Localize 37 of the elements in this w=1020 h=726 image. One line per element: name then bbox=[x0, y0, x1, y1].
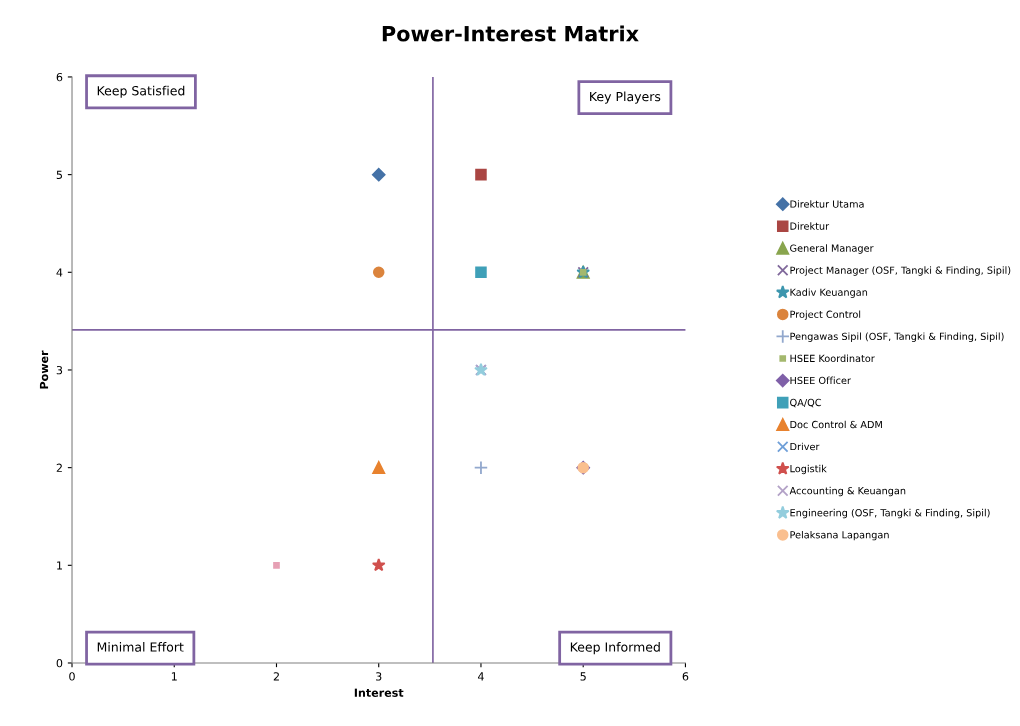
legend-label: Pelaksana Lapangan bbox=[790, 530, 889, 541]
legend-label: Kadiv Keuangan bbox=[790, 288, 868, 298]
annotation: Keep Informed bbox=[570, 642, 660, 655]
y-tick-label: 5 bbox=[56, 170, 63, 180]
legend-label: Project Control bbox=[790, 310, 861, 320]
legend-label: Direktur Utama bbox=[790, 200, 864, 208]
legend-label: Pengawas Sipil (OSF, Tangki & Finding, Sipil) bbox=[790, 332, 1004, 342]
legend-label: HSEE Koordinator bbox=[790, 354, 875, 363]
legend-label: Logistik bbox=[790, 464, 827, 475]
y-tick-label: 0 bbox=[56, 658, 63, 668]
annotation: Minimal Effort bbox=[97, 642, 184, 652]
legend-label: Project Manager (OSF, Tangki & Finding, Sipil) bbox=[790, 266, 1011, 276]
x-tick-label: 1 bbox=[171, 672, 177, 681]
x-tick-label: 0 bbox=[69, 672, 75, 681]
legend-label: QA/QC bbox=[790, 398, 822, 408]
x-axis-title: Interest bbox=[354, 688, 404, 697]
y-tick-label: 3 bbox=[56, 365, 63, 375]
legend-label: Doc Control & ADM bbox=[790, 420, 882, 429]
annotation: Keep Satisfied bbox=[97, 85, 185, 98]
x-tick-label: 6 bbox=[682, 672, 689, 681]
chart-title: Power-Interest Matrix bbox=[382, 25, 639, 42]
legend-label: Direktur bbox=[790, 222, 830, 230]
legend-label: Engineering (OSF, Tangki & Finding, Sipil) bbox=[790, 508, 990, 519]
annotation: Key Players bbox=[590, 91, 661, 104]
x-tick-label: 3 bbox=[376, 672, 382, 681]
y-tick-label: 1 bbox=[57, 561, 62, 570]
legend-label: Accounting & Keuangan bbox=[789, 486, 906, 497]
y-tick-label: 4 bbox=[56, 268, 63, 277]
legend-label: General Manager bbox=[790, 244, 874, 254]
x-tick-label: 5 bbox=[580, 672, 586, 681]
legend-label: Driver bbox=[790, 442, 820, 451]
legend-label: HSEE Officer bbox=[790, 376, 851, 385]
y-tick-label: 6 bbox=[56, 72, 63, 82]
x-tick-label: 4 bbox=[477, 672, 484, 681]
y-axis-title: Power bbox=[39, 350, 49, 389]
x-tick-label: 2 bbox=[273, 672, 279, 681]
y-tick-label: 2 bbox=[56, 463, 62, 472]
